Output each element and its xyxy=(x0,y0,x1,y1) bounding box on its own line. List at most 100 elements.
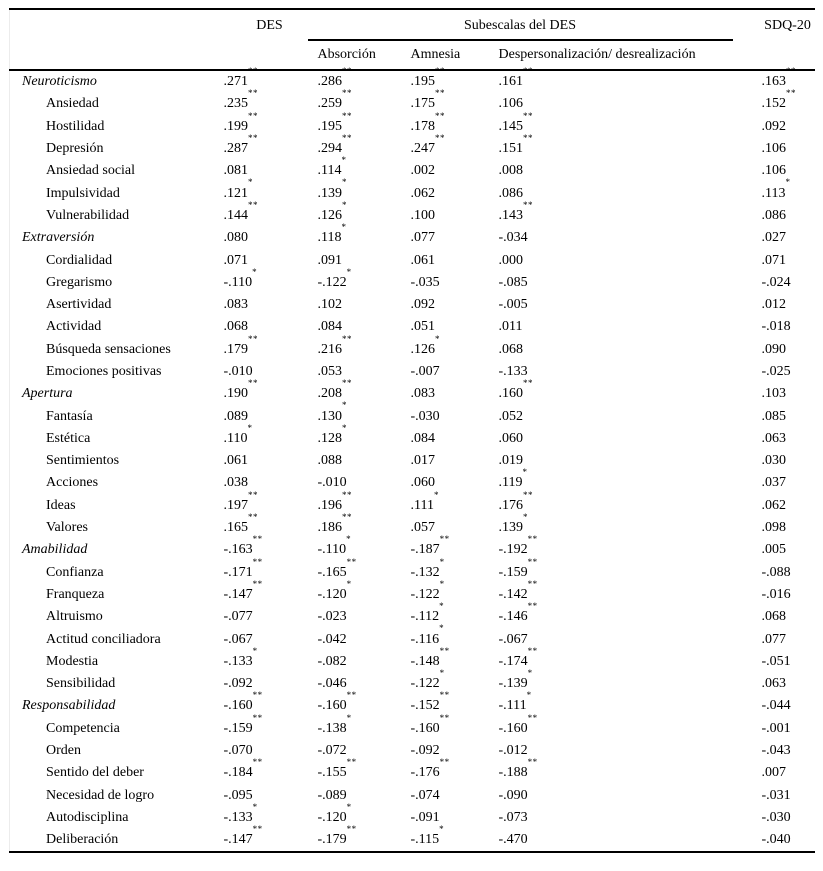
cell-value: -.148** xyxy=(410,646,498,673)
table-row: Franqueza -.147** -.120* -.122* -.142** -.016 xyxy=(10,579,815,606)
correlation-value: -.176 xyxy=(410,765,440,781)
significance-asterisk: ** xyxy=(439,645,450,656)
cell-value: .139* xyxy=(317,178,410,204)
correlation-value: -.007 xyxy=(410,364,440,379)
significance-asterisk: * xyxy=(439,578,445,589)
correlation-value: .106 xyxy=(498,96,524,112)
cell-value: -.122* xyxy=(317,267,410,294)
row-label-facet: Modestia xyxy=(46,653,99,669)
significance-asterisk: ** xyxy=(435,65,445,76)
correlation-value: -.074 xyxy=(410,787,440,803)
row-label-facet: Ideas xyxy=(46,497,76,513)
significance-asterisk: * xyxy=(439,601,445,612)
cell-value: .080 xyxy=(223,227,317,249)
row-label-facet: Autodisciplina xyxy=(46,809,129,825)
correlation-value: -.148 xyxy=(410,653,440,669)
table-row: Asertividad .083 .102 .092 -.005 .012 xyxy=(10,294,815,316)
correlation-value: .165 xyxy=(223,520,249,536)
table-row: Fantasía .089.130* -.030.052.085 xyxy=(10,401,815,427)
correlation-value: -.034 xyxy=(498,230,528,246)
correlation-value: -.001 xyxy=(761,720,791,736)
cell-value: -.005 xyxy=(498,294,761,316)
cell-value: .196** xyxy=(317,490,410,517)
row-label-facet: Sensibilidad xyxy=(46,676,116,692)
correlation-value: -.030 xyxy=(410,408,440,424)
header-spacer xyxy=(9,41,223,71)
row-label-facet: Asertividad xyxy=(46,297,112,313)
correlation-value: .139 xyxy=(498,520,524,536)
correlation-value: .012 xyxy=(761,297,787,313)
significance-asterisk: * xyxy=(522,467,528,478)
correlation-value: -.187 xyxy=(410,542,440,558)
table-row: Búsqueda sensaciones .179** .216** .126* .06… xyxy=(10,334,815,361)
significance-asterisk: ** xyxy=(248,65,258,76)
significance-asterisk: ** xyxy=(252,824,263,835)
header-row-subscales: Absorción Amnesia Despersonalización/ de… xyxy=(9,41,815,71)
correlation-value: -.192 xyxy=(498,542,528,558)
row-label-facet: Vulnerabilidad xyxy=(46,207,130,223)
table-row: Hostilidad .199** .195** .178** .145** .092 xyxy=(10,111,815,138)
correlation-value: .103 xyxy=(761,386,787,402)
significance-asterisk: ** xyxy=(248,511,258,522)
correlation-value: .088 xyxy=(317,453,343,469)
row-label-group: Amabilidad xyxy=(22,542,88,558)
cell-value: -.023 xyxy=(317,606,410,628)
correlation-value: .061 xyxy=(223,453,249,469)
row-label-group: Extraversión xyxy=(22,230,95,246)
cell-value: .247** xyxy=(410,133,498,160)
correlation-value: .098 xyxy=(761,520,787,536)
correlation-value: .092 xyxy=(410,297,436,313)
correlation-value: .061 xyxy=(410,252,436,268)
correlation-value: .145 xyxy=(498,118,524,134)
correlation-value: -.025 xyxy=(761,364,791,379)
cell-value: -.067 xyxy=(498,628,761,650)
table-row: Sensibilidad -.092 -.046 -.122* -.139* .063 xyxy=(10,669,815,695)
correlation-value: -.160 xyxy=(317,698,347,714)
cell-value: .037 xyxy=(761,472,815,494)
correlation-value: .179 xyxy=(223,341,249,357)
cell-value: -.089 xyxy=(317,785,410,807)
table-row: Orden -.070 -.072 -.092 -.012 -.043 xyxy=(10,740,815,762)
correlation-value: -.018 xyxy=(761,319,791,335)
correlation-value: -.092 xyxy=(223,676,253,692)
cell-value: .071 xyxy=(761,249,815,271)
correlation-value: -.133 xyxy=(498,364,528,379)
cell-value: -.112* xyxy=(410,602,498,628)
cell-value: .175** xyxy=(410,89,498,115)
significance-asterisk: ** xyxy=(248,378,258,389)
cell-value: .160** xyxy=(498,379,761,405)
significance-asterisk: * xyxy=(433,489,439,500)
cell-value: .130* xyxy=(317,401,410,427)
cell-value: -.090 xyxy=(498,785,761,807)
correlation-value: .091 xyxy=(317,252,343,268)
cell-value: .062 xyxy=(410,182,498,204)
cell-value: .007 xyxy=(761,762,815,784)
correlation-value: .175 xyxy=(410,96,436,112)
table-row: Gregarismo -.110* -.122* -.035 -.085 -.024 xyxy=(10,267,815,294)
row-label-facet: Competencia xyxy=(46,720,120,736)
correlation-value: .195 xyxy=(317,118,343,134)
significance-asterisk: * xyxy=(439,824,445,835)
table-row: Actividad .068 .084 .051 .011 -.018 xyxy=(10,316,815,338)
table-row: Sentido del deber -.184** -.155** -.176** -.… xyxy=(10,758,815,784)
correlation-value: .113 xyxy=(761,185,786,201)
cell-value: .053 xyxy=(317,361,410,383)
cell-value: -.046 xyxy=(317,673,410,695)
correlation-value: -.152 xyxy=(410,698,440,714)
correlation-value: .114 xyxy=(317,163,342,179)
cell-value: -.179** xyxy=(317,825,410,852)
significance-asterisk: ** xyxy=(248,199,258,210)
cell-value: .106 xyxy=(761,160,815,182)
table-row: Responsabilidad -.160** -.160** -.152** -.11… xyxy=(10,691,815,717)
cell-value: -.160** xyxy=(317,691,410,717)
correlation-value: .163 xyxy=(761,74,787,90)
correlation-value: -.139 xyxy=(498,676,528,692)
significance-asterisk: ** xyxy=(439,712,450,723)
subescalas-underline: Subescalas del DES xyxy=(307,18,733,41)
row-label-facet: Hostilidad xyxy=(46,118,105,134)
cell-value: .143** xyxy=(498,200,761,227)
cell-value: .062 xyxy=(761,495,815,517)
correlation-value: -.046 xyxy=(317,676,347,692)
correlation-value: .216 xyxy=(317,341,343,357)
correlation-value: -.159 xyxy=(223,720,253,736)
